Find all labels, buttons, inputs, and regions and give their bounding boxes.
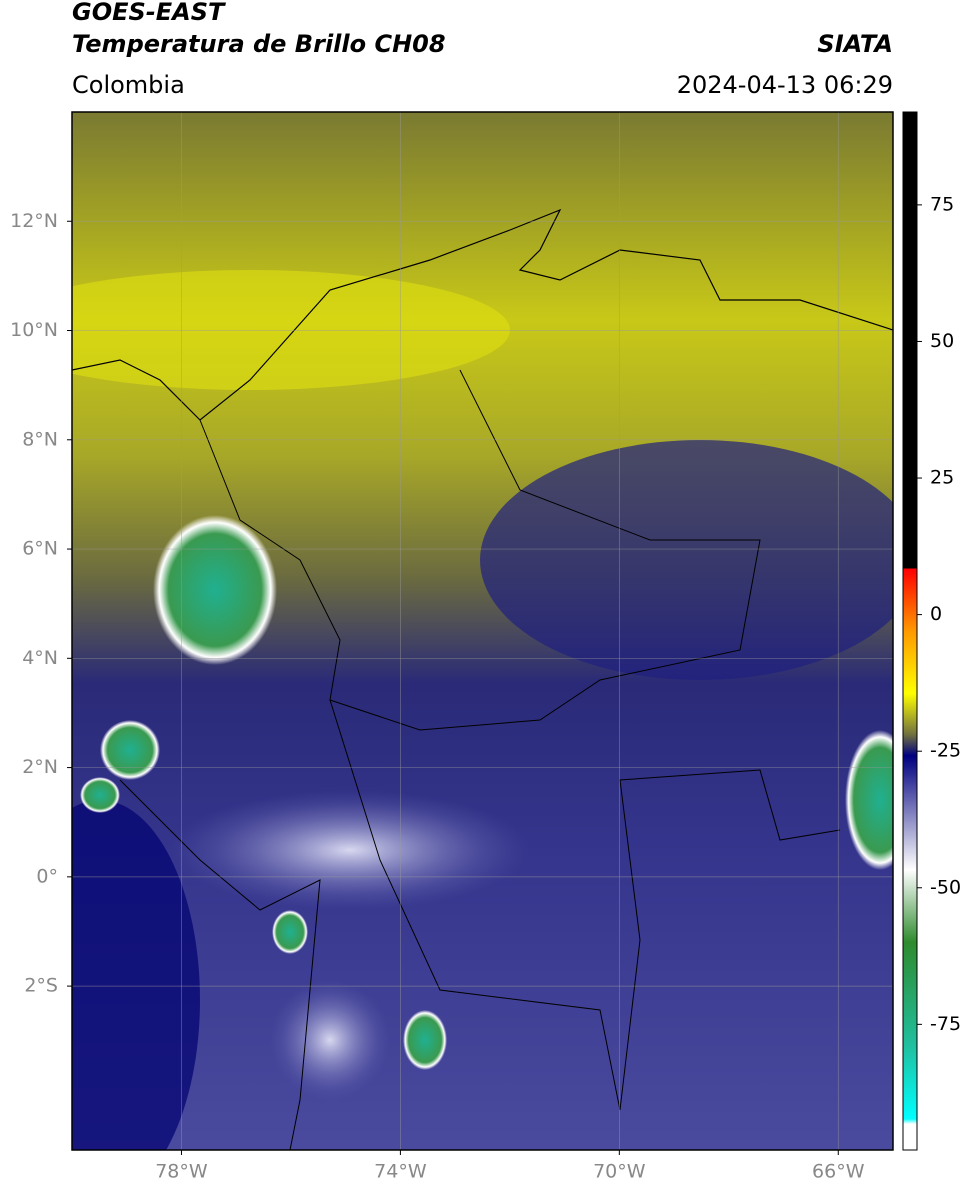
agency: SIATA — [817, 30, 893, 58]
colorbar-tick-label: -25 — [930, 740, 961, 762]
y-tick-label: 2°N — [22, 756, 58, 778]
colorbar-tick-label: -50 — [930, 876, 961, 898]
y-tick-label: 4°N — [22, 647, 58, 669]
datetime: 2024-04-13 06:29 — [677, 71, 893, 99]
y-tick-label: 0° — [36, 865, 58, 887]
colorbar-tick-label: -75 — [930, 1013, 961, 1035]
imagery — [72, 112, 893, 1150]
colorbar-tick-label: 50 — [930, 330, 954, 352]
y-tick-label: 2°S — [24, 975, 58, 997]
title: Temperatura de Brillo CH08 — [72, 30, 446, 58]
y-tick-label: 8°N — [22, 428, 58, 450]
colorbar-tick-label: 0 — [930, 603, 942, 625]
y-tick-label: 6°N — [22, 538, 58, 560]
colorbar-tick-label: 75 — [930, 193, 954, 215]
x-tick-label: 70°W — [593, 1161, 646, 1183]
source: GOES-EAST — [72, 0, 226, 26]
x-tick-label: 66°W — [812, 1161, 865, 1183]
colorbar — [902, 111, 918, 1151]
y-tick-label: 12°N — [10, 210, 58, 232]
x-tick-label: 78°W — [155, 1161, 208, 1183]
x-tick-label: 74°W — [374, 1161, 427, 1183]
map-frame — [71, 111, 894, 1151]
colorbar-tick-label: 25 — [930, 467, 954, 489]
region: Colombia — [72, 71, 185, 99]
y-tick-label: 10°N — [10, 319, 58, 341]
